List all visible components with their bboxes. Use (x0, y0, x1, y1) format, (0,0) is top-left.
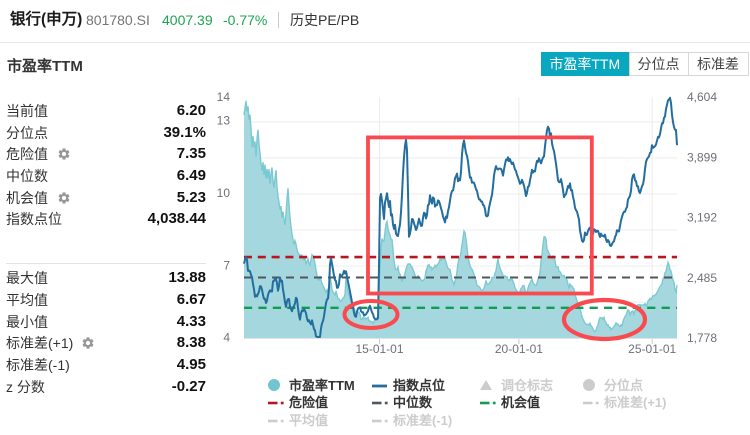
svg-text:4: 4 (223, 331, 230, 345)
svg-text:2,485: 2,485 (687, 271, 717, 285)
svg-text:4,604: 4,604 (687, 90, 717, 104)
svg-text:15-01-01: 15-01-01 (355, 342, 403, 356)
svg-text:14: 14 (217, 90, 231, 104)
svg-text:13: 13 (217, 114, 231, 128)
svg-text:1,778: 1,778 (687, 331, 717, 345)
svg-text:25-01-01: 25-01-01 (628, 342, 676, 356)
svg-text:7: 7 (223, 258, 230, 272)
svg-text:20-01-01: 20-01-01 (495, 342, 543, 356)
svg-text:3,192: 3,192 (687, 211, 717, 225)
svg-text:10: 10 (217, 186, 231, 200)
svg-text:3,899: 3,899 (687, 150, 717, 164)
